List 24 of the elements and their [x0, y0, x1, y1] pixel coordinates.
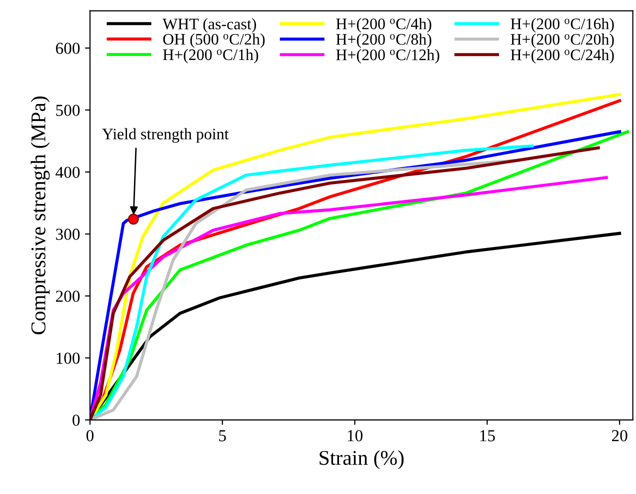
y-tick-label: 500	[56, 104, 80, 116]
x-tick-label: 15	[480, 430, 495, 442]
y-tick-label: 0	[72, 414, 80, 426]
legend-label: H+(200 $^{o}$C/8h)	[336, 34, 432, 48]
legend-label: H+(200 $^{o}$C/20h)	[510, 34, 614, 48]
y-tick-label: 100	[56, 352, 80, 364]
legend-label: OH (500 $^{o}$C/2h)	[163, 33, 265, 48]
y-tick-label: 200	[56, 290, 80, 302]
x-tick-label: 10	[348, 430, 362, 442]
legend-label: H+(200 $^{o}$C/4h)	[336, 18, 432, 33]
legend-label: H+(200 $^{o}$C/24h)	[510, 49, 614, 64]
y-axis-title: Compressive strength (MPa)	[30, 96, 50, 334]
x-axis-title: Strain (%)	[320, 450, 404, 470]
annotation: Yield strength point	[102, 128, 229, 143]
y-tick-label: 300	[56, 228, 80, 240]
legend-label: H+(200 $^{o}$C/1h)	[163, 48, 258, 64]
legend-label: H+(200 $^{o}$C/16h)	[510, 18, 614, 33]
x-tick-label: 20	[612, 430, 628, 442]
legend-label: WHT (as-cast)	[162, 18, 256, 33]
legend-label: H+(200 $^{o}$C/12h)	[336, 49, 440, 64]
x-tick-label: 0	[86, 430, 94, 442]
x-tick-label: 5	[219, 430, 226, 442]
y-tick-label: 600	[56, 42, 80, 54]
y-tick-label: 400	[56, 166, 80, 178]
